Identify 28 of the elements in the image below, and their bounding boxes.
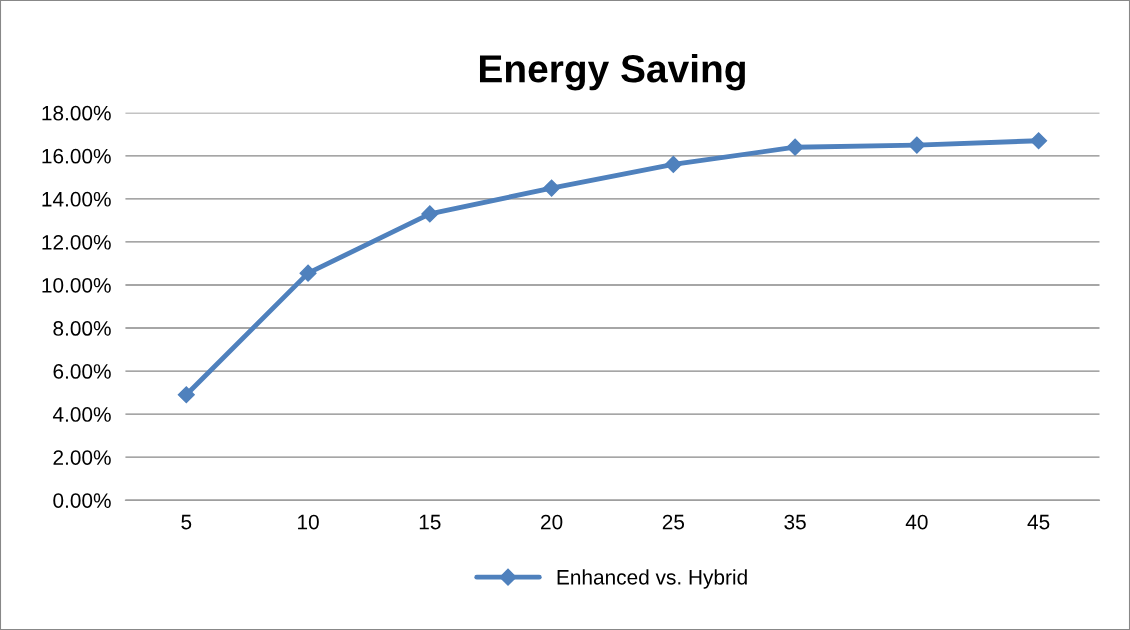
point (664, 155, 682, 173)
x-tick-label: 35 (784, 514, 806, 530)
x-tick-label: 20 (541, 514, 563, 530)
y-tick-label: 12.00% (42, 234, 111, 250)
y-tick-label: 8.00% (53, 321, 111, 336)
point (1030, 132, 1048, 150)
x-tick-label: 25 (662, 514, 685, 530)
y-tick-label: 16.00% (42, 148, 111, 164)
point (543, 179, 561, 197)
x-tick-label: 40 (905, 514, 928, 530)
point (908, 136, 926, 154)
y-tick-label: 4.00% (52, 407, 111, 422)
y-tick-label: 2.00% (53, 450, 111, 465)
chart-title: Energy Saving (479, 54, 745, 91)
x-tick-label: 45 (1027, 514, 1050, 530)
y-tick-label: 0.00% (53, 493, 111, 508)
point (786, 138, 804, 156)
y-tick-label: 14.00% (42, 191, 111, 207)
x-tick-label: 15 (419, 514, 441, 530)
y-tick-label: 6.00% (53, 364, 111, 379)
y-tick-label: 18.00% (42, 105, 111, 121)
legend-label: Enhanced vs. Hybrid (557, 569, 747, 589)
point (421, 205, 439, 223)
x-tick-label: 5 (181, 514, 192, 530)
point (177, 386, 195, 404)
y-tick-label: 10.00% (42, 277, 111, 293)
x-tick-label: 10 (298, 514, 319, 530)
point (299, 264, 317, 282)
